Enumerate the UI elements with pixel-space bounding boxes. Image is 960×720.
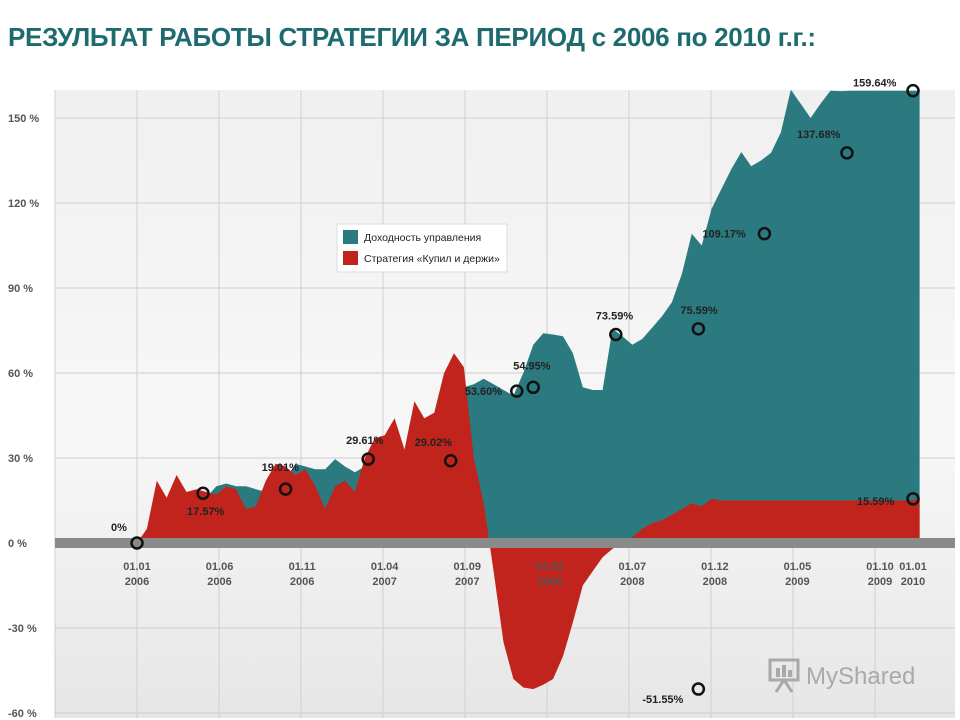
annotation-marker xyxy=(906,83,920,98)
x-tick-label: 01.10 xyxy=(866,561,894,573)
data-label: 137.68% xyxy=(797,129,841,141)
y-tick-label: -60 % xyxy=(8,708,37,720)
y-tick-label: 90 % xyxy=(8,283,33,295)
data-label: 15.59% xyxy=(857,496,895,508)
legend-box xyxy=(336,223,508,273)
legend-swatch-buy-hold xyxy=(343,251,358,265)
x-tick-label: 01.01 xyxy=(899,561,927,573)
y-tick-label: 120 % xyxy=(8,198,39,210)
annotation-marker xyxy=(361,452,375,466)
series-area-0 xyxy=(137,89,920,543)
x-tick-year: 2006 xyxy=(290,576,314,588)
annotation-marker xyxy=(196,486,210,500)
legend-label-buy-hold: Стратегия «Купил и держи» xyxy=(364,253,500,265)
annotation-marker xyxy=(840,146,854,160)
annotation-marker xyxy=(526,380,541,395)
y-tick-label: 150 % xyxy=(8,113,39,125)
x-axis: 01.01 2006 01.06 2006 01.11 2006 01.04 2007 01.0… xyxy=(123,561,927,588)
annotation-marker xyxy=(609,327,623,342)
x-tick-year: 2007 xyxy=(455,576,479,588)
x-tick-label: 01.12 xyxy=(701,561,729,573)
data-label: 17.57% xyxy=(187,506,225,518)
annotation-marker xyxy=(509,384,524,398)
annotation-marker xyxy=(906,492,920,506)
y-tick-label: -30 % xyxy=(8,623,37,635)
x-tick-label: 01.09 xyxy=(453,561,481,573)
x-tick-label: 01.11 xyxy=(289,561,316,573)
data-label: 73.59% xyxy=(596,310,634,322)
annotation-marker xyxy=(691,682,706,696)
legend: Доходность управления Стратегия «Купил и… xyxy=(336,223,508,273)
zero-line xyxy=(55,538,955,548)
watermark: MyShared xyxy=(768,658,915,693)
series-area-1 xyxy=(137,353,920,690)
annotations: 0% 17.57% 19.01% 29.61% 29.02% 53.60% 54.95% 73… xyxy=(111,78,920,706)
x-tick-year: 2007 xyxy=(372,576,396,588)
annotation-marker xyxy=(757,226,772,241)
x-tick-label: 01.01 xyxy=(123,561,151,573)
x-tick-year: 2009 xyxy=(785,576,809,588)
legend-swatch-management xyxy=(343,230,358,244)
annotation-marker xyxy=(130,536,144,550)
chart-title: РЕЗУЛЬТАТ РАБОТЫ СТРАТЕГИИ ЗА ПЕРИОД с 2… xyxy=(8,22,816,52)
annotation-marker xyxy=(443,454,458,468)
y-tick-label: 30 % xyxy=(8,453,33,465)
x-tick-label: 01.02 xyxy=(536,561,564,573)
data-label: 54.95% xyxy=(513,360,551,372)
y-tick-label: 0 % xyxy=(8,538,27,550)
data-label: 159.64% xyxy=(853,78,897,90)
annotation-marker xyxy=(278,482,293,496)
x-tick-year: 2008 xyxy=(703,576,727,588)
x-tick-label: 01.05 xyxy=(784,561,812,573)
x-tick-year: 2009 xyxy=(868,576,892,588)
y-tick-label: 60 % xyxy=(8,368,33,380)
x-tick-label: 01.07 xyxy=(619,561,647,573)
data-label: 29.02% xyxy=(415,437,453,449)
x-tick-year: 2010 xyxy=(901,576,925,588)
data-label: 75.59% xyxy=(680,305,718,317)
watermark-text: MyShared xyxy=(806,663,915,690)
x-tick-year: 2008 xyxy=(538,576,562,588)
data-label: 109.17% xyxy=(702,229,746,241)
x-tick-label: 01.04 xyxy=(371,561,399,573)
annotation-marker xyxy=(691,322,706,336)
x-tick-year: 2008 xyxy=(620,576,644,588)
data-label: 0% xyxy=(111,522,127,534)
data-label: -51.55% xyxy=(642,694,683,706)
legend-label-management: Доходность управления xyxy=(364,232,481,244)
data-label: 53.60% xyxy=(465,386,503,398)
x-tick-label: 01.06 xyxy=(206,561,234,573)
y-axis: 150 % 120 % 90 % 60 % 30 % 0 % -30 % -60 % xyxy=(8,113,39,720)
x-tick-year: 2006 xyxy=(125,576,149,588)
series-areas xyxy=(137,89,920,690)
data-label: 29.61% xyxy=(346,435,384,447)
presentation-board-icon xyxy=(768,658,800,693)
x-tick-year: 2006 xyxy=(207,576,231,588)
data-label: 19.01% xyxy=(262,462,300,474)
